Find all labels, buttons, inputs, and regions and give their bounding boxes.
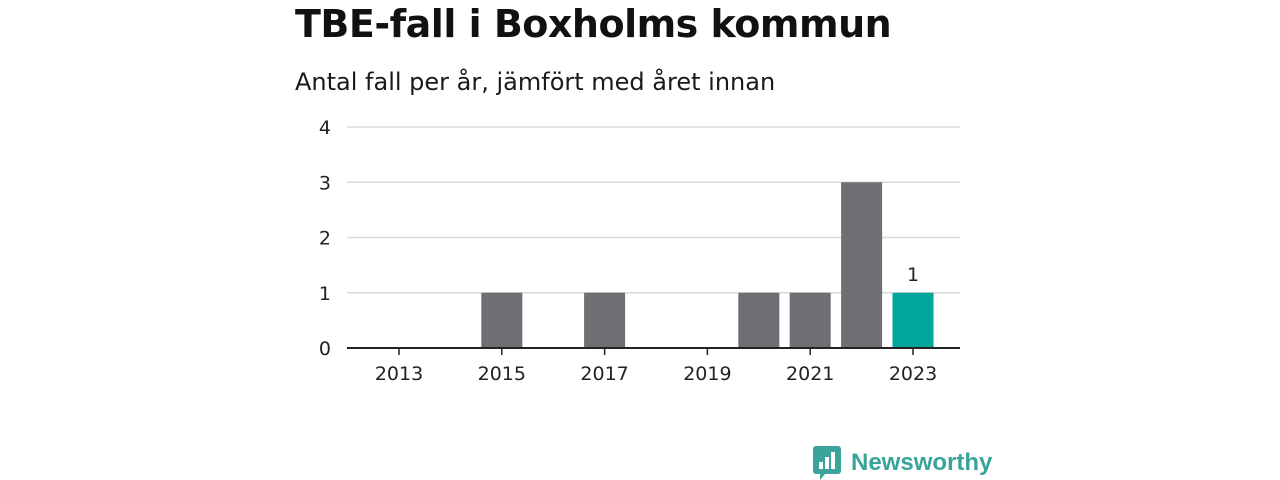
y-tick-label: 4 — [319, 117, 331, 139]
x-tick-label: 2021 — [786, 363, 834, 385]
x-tick-label: 2017 — [580, 363, 628, 385]
newsworthy-logo-icon — [813, 446, 841, 480]
x-tick-label: 2015 — [478, 363, 526, 385]
bar-2020 — [738, 292, 780, 348]
x-tick-label: 2013 — [375, 363, 423, 385]
bar-2022 — [841, 182, 883, 348]
bar-2021 — [789, 292, 831, 348]
chart-subtitle: Antal fall per år, jämfört med året inna… — [295, 68, 776, 96]
brand-name: Newsworthy — [851, 449, 993, 476]
y-tick-label: 3 — [319, 172, 331, 194]
bar-2015 — [481, 292, 523, 348]
chart-title: TBE-fall i Boxholms kommun — [295, 2, 892, 46]
x-tick-label: 2023 — [889, 363, 937, 385]
y-tick-label: 1 — [319, 283, 331, 305]
data-label: 1 — [907, 264, 919, 286]
newsworthy-brand: Newsworthy — [813, 446, 992, 480]
x-tick-label: 2019 — [683, 363, 731, 385]
bar-2017 — [584, 292, 626, 348]
y-tick-label: 2 — [319, 228, 331, 250]
bar-2023 — [892, 292, 934, 348]
y-tick-label: 0 — [319, 338, 331, 360]
